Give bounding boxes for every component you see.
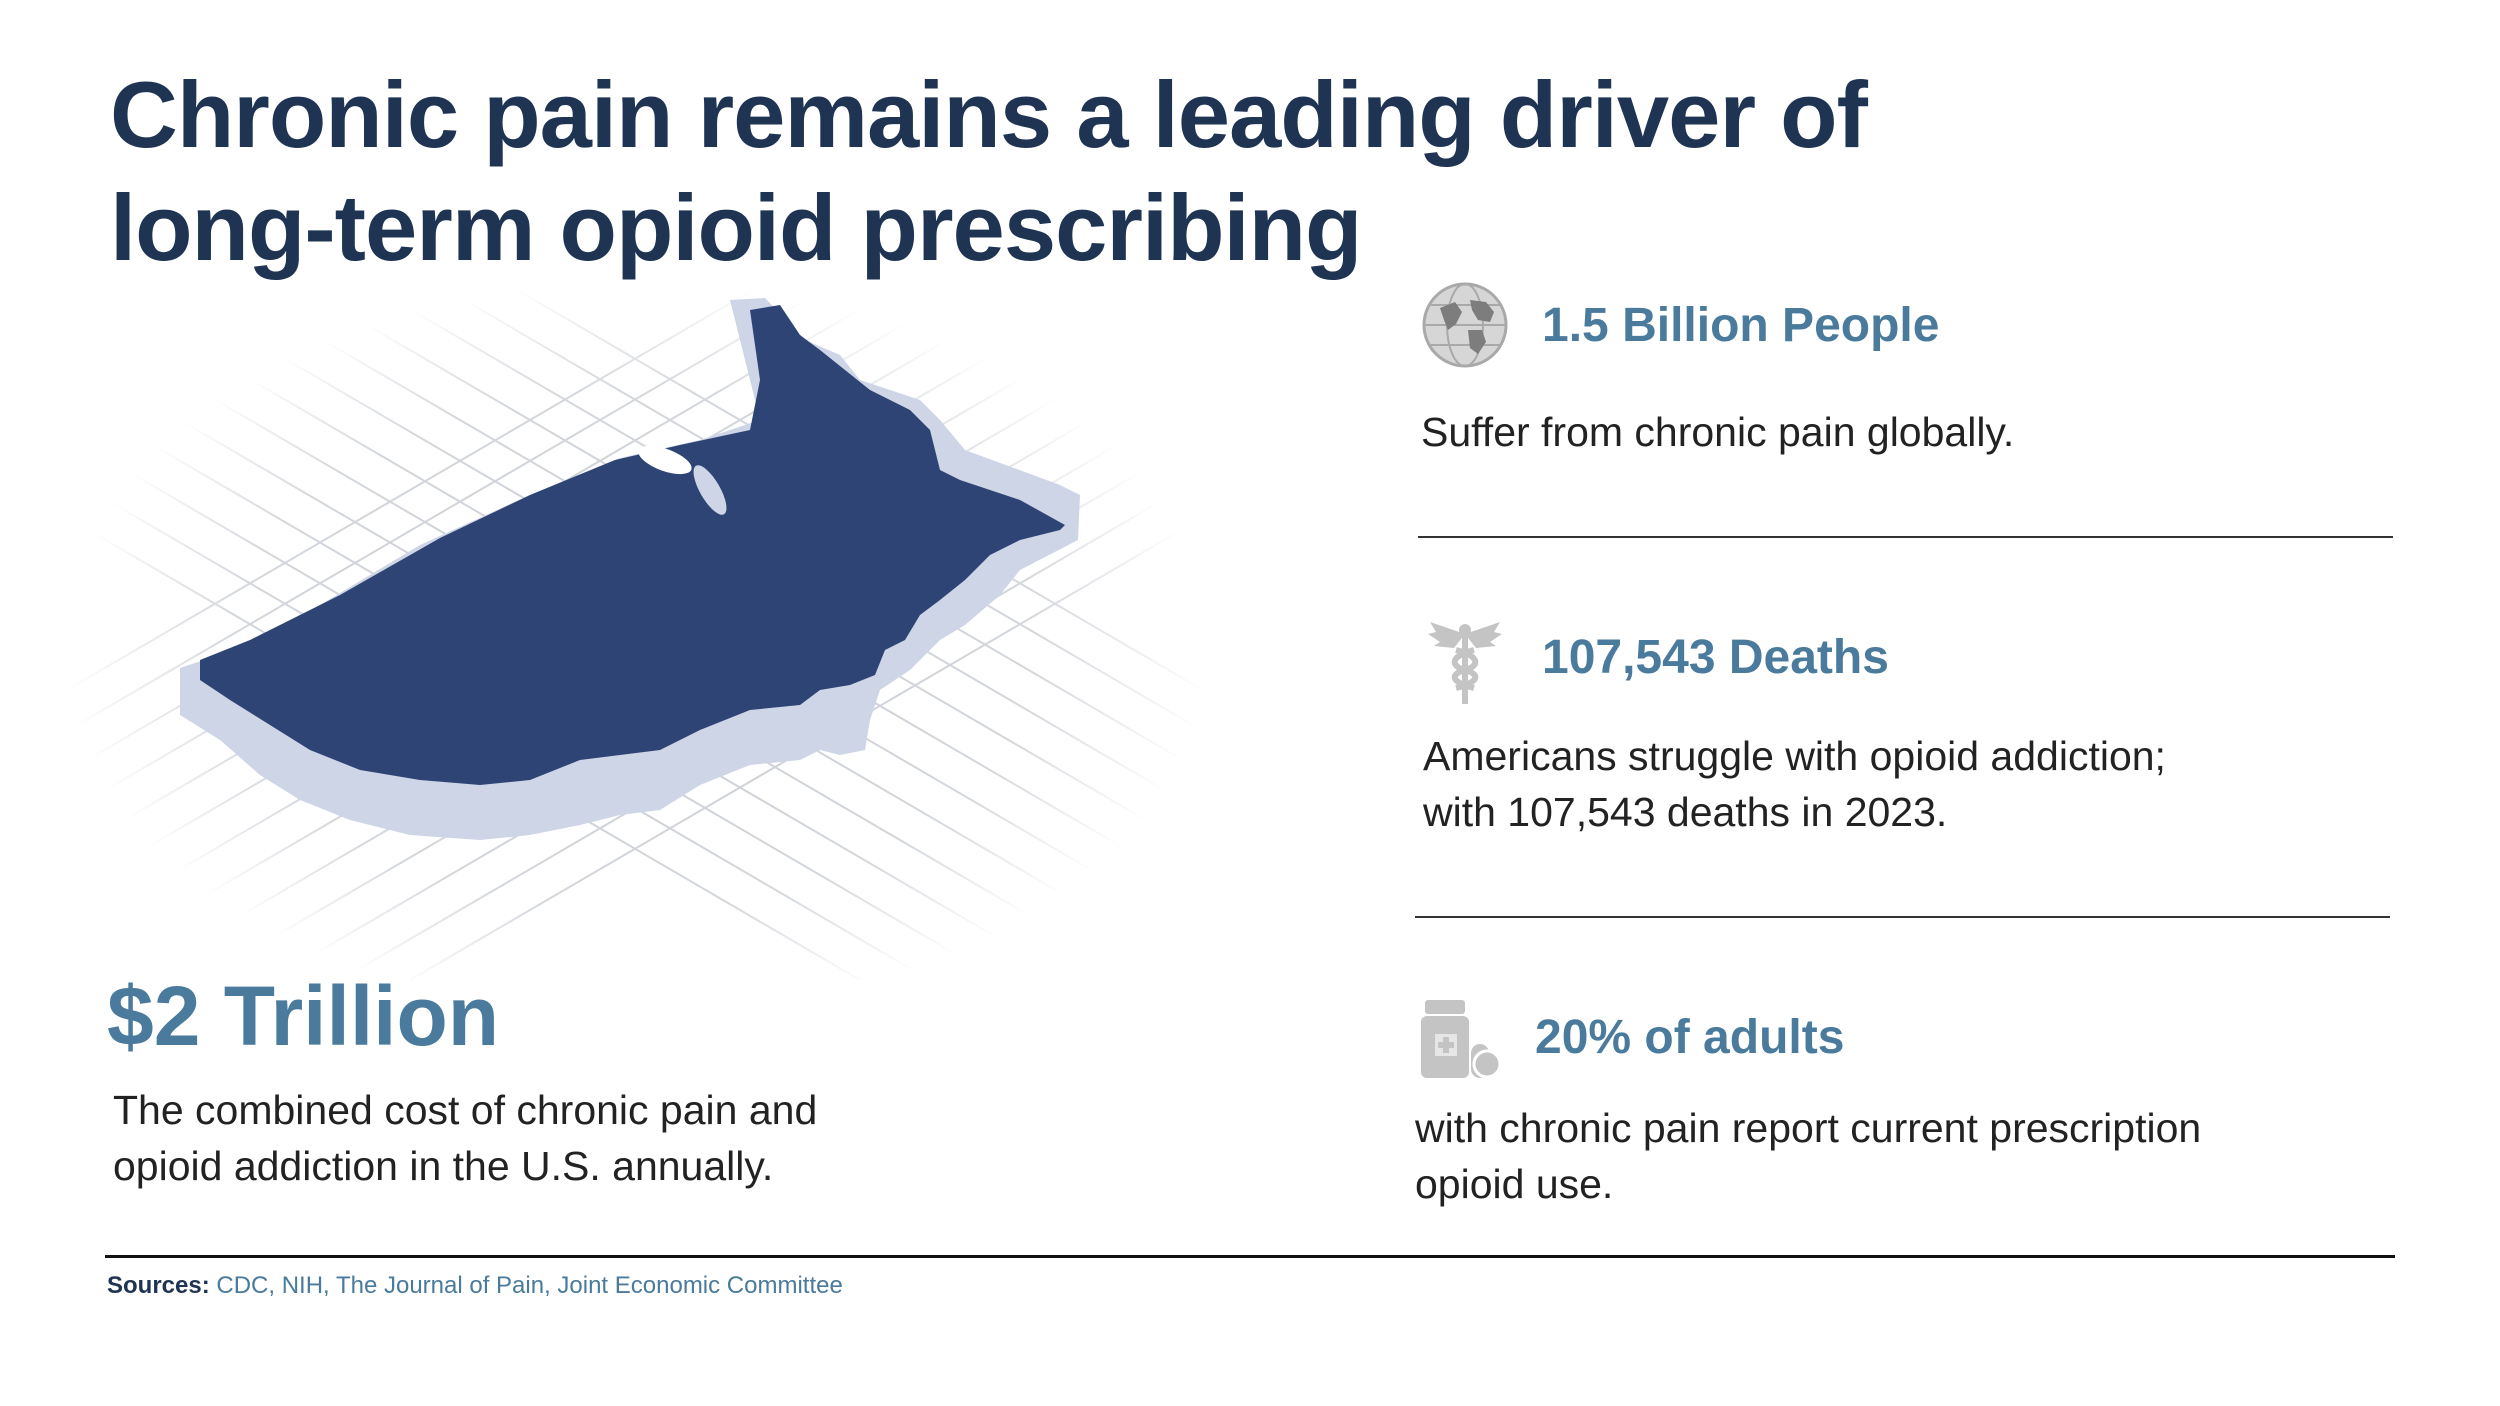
- stat-1-description: Suffer from chronic pain globally.: [1421, 404, 2014, 460]
- stat-divider-1: [1418, 536, 2393, 538]
- us-map-illustration: [60, 280, 1210, 1020]
- stat-2-description: Americans struggle with opioid addiction…: [1423, 728, 2166, 840]
- stat-1-heading: 1.5 Billion People: [1542, 299, 1940, 352]
- stat-1-desc-line-1: Suffer from chronic pain globally.: [1421, 409, 2015, 455]
- headline-desc-line-1: The combined cost of chronic pain and: [113, 1087, 818, 1133]
- headline-stat-description: The combined cost of chronic pain and op…: [113, 1082, 993, 1194]
- sources-text: CDC, NIH, The Journal of Pain, Joint Eco…: [216, 1272, 843, 1299]
- sources-label: Sources:: [107, 1272, 210, 1299]
- headline-stat-value: $2 Trillion: [107, 969, 500, 1063]
- title-line-1: Chronic pain remains a leading driver of: [110, 62, 1868, 167]
- pill-bottle-icon: [1415, 994, 1505, 1084]
- stat-2-heading: 107,543 Deaths: [1542, 631, 1889, 684]
- map-landmass: [200, 305, 1065, 785]
- caduceus-icon: [1420, 616, 1510, 706]
- stat-2-desc-line-2: with 107,543 deaths in 2023.: [1423, 789, 1948, 835]
- title-line-2: long-term opioid prescribing: [110, 175, 1362, 280]
- sources-footer: Sources: CDC, NIH, The Journal of Pain, …: [107, 1271, 843, 1301]
- stat-divider-2: [1415, 916, 2390, 918]
- stat-3-desc-line-1: with chronic pain report current prescri…: [1415, 1105, 2202, 1151]
- lake-superior: [638, 445, 692, 475]
- footer-rule: [105, 1255, 2395, 1258]
- stat-3-heading: 20% of adults: [1535, 1011, 1845, 1064]
- lake-michigan: [693, 465, 727, 515]
- headline-desc-line-2: opioid addiction in the U.S. annually.: [113, 1143, 774, 1189]
- stat-2-desc-line-1: Americans struggle with opioid addiction…: [1423, 733, 2166, 779]
- globe-icon: [1420, 280, 1510, 370]
- stat-3-description: with chronic pain report current prescri…: [1415, 1100, 2201, 1212]
- page-title: Chronic pain remains a leading driver of…: [110, 58, 2010, 284]
- stat-3-desc-line-2: opioid use.: [1415, 1161, 1614, 1207]
